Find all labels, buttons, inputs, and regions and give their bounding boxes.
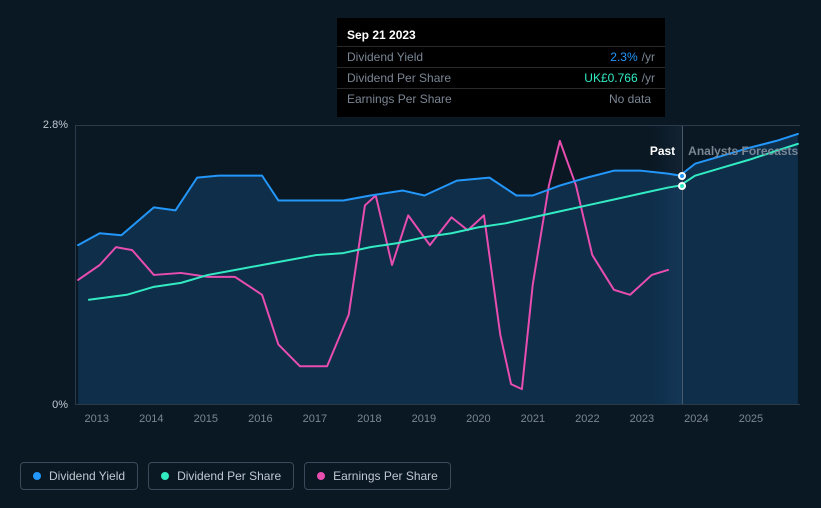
tooltip-row: Dividend Yield 2.3%/yr (337, 46, 665, 67)
x-tick-label: 2021 (521, 413, 545, 425)
x-tick-label: 2024 (684, 413, 708, 425)
x-tick-label: 2020 (466, 413, 490, 425)
y-axis-min: 0% (20, 399, 68, 411)
legend-item[interactable]: Earnings Per Share (304, 462, 451, 490)
x-tick-label: 2017 (303, 413, 327, 425)
tooltip-date: Sep 21 2023 (337, 26, 665, 46)
x-tick-label: 2023 (630, 413, 654, 425)
section-label-forecast: Analysts Forecasts (688, 144, 798, 158)
x-axis-labels: 2013 2014 2015 2016 2017 2018 2019 2020 2021 2022… (75, 413, 800, 433)
tooltip-row-label: Dividend Yield (347, 50, 423, 64)
legend-label: Dividend Per Share (177, 469, 281, 483)
tooltip-row: Earnings Per Share No data (337, 88, 665, 109)
tooltip-row-value: UK£0.766/yr (584, 71, 655, 85)
tooltip-row-label: Earnings Per Share (347, 92, 452, 106)
x-tick-label: 2014 (139, 413, 163, 425)
x-tick-label: 2019 (412, 413, 436, 425)
series-marker (678, 182, 686, 190)
tooltip-row-value: No data (609, 92, 655, 106)
x-tick-label: 2013 (85, 413, 109, 425)
x-tick-label: 2016 (248, 413, 272, 425)
legend-swatch (161, 472, 169, 480)
tooltip-row: Dividend Per Share UK£0.766/yr (337, 67, 665, 88)
y-axis-max: 2.8% (20, 119, 68, 131)
legend-item[interactable]: Dividend Per Share (148, 462, 294, 490)
cursor-line (682, 126, 683, 404)
x-tick-label: 2018 (357, 413, 381, 425)
dividend-chart[interactable]: 2.8% 0% Past Analysts Forecasts 20132014… (20, 115, 800, 415)
series-marker (678, 172, 686, 180)
tooltip-row-value: 2.3%/yr (610, 50, 655, 64)
section-label-past: Past (650, 144, 675, 158)
x-tick-label: 2022 (575, 413, 599, 425)
chart-tooltip: Sep 21 2023 Dividend Yield2.3%/yrDividen… (337, 18, 665, 117)
legend-label: Earnings Per Share (333, 469, 438, 483)
chart-legend: Dividend Yield Dividend Per Share Earnings… (20, 462, 451, 490)
tooltip-row-label: Dividend Per Share (347, 71, 451, 85)
x-tick-label: 2015 (194, 413, 218, 425)
x-tick-label: 2025 (739, 413, 763, 425)
chart-lines (76, 126, 800, 404)
legend-swatch (33, 472, 41, 480)
legend-swatch (317, 472, 325, 480)
legend-label: Dividend Yield (49, 469, 125, 483)
legend-item[interactable]: Dividend Yield (20, 462, 138, 490)
